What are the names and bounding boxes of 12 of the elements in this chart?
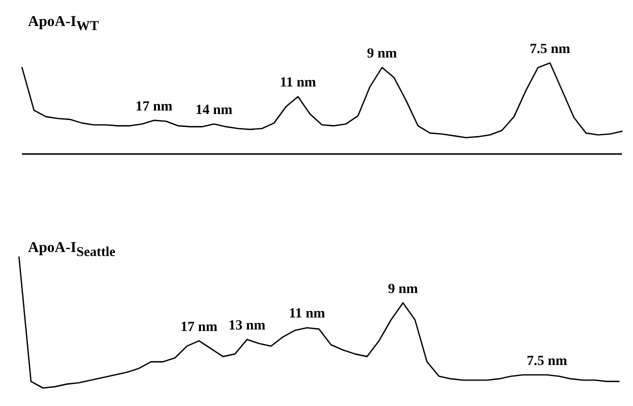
annotation: 17 nm bbox=[136, 99, 173, 114]
annotation: 7.5 nm bbox=[526, 354, 568, 369]
annotation: 13 nm bbox=[228, 318, 266, 334]
annotation: 17 nm bbox=[180, 320, 218, 335]
annotation: 9 nm bbox=[388, 282, 418, 297]
annotation: 11 nm bbox=[280, 76, 316, 91]
annotation: 11 nm bbox=[288, 306, 326, 322]
chart-title: ApoA-I$_{WT}$ bbox=[28, 14, 99, 34]
chart-title: ApoA-I$_{Seattle}$ bbox=[28, 240, 116, 260]
annotation: 7.5 nm bbox=[530, 42, 571, 57]
annotation: 14 nm bbox=[196, 102, 233, 118]
annotation: 9 nm bbox=[367, 46, 398, 62]
